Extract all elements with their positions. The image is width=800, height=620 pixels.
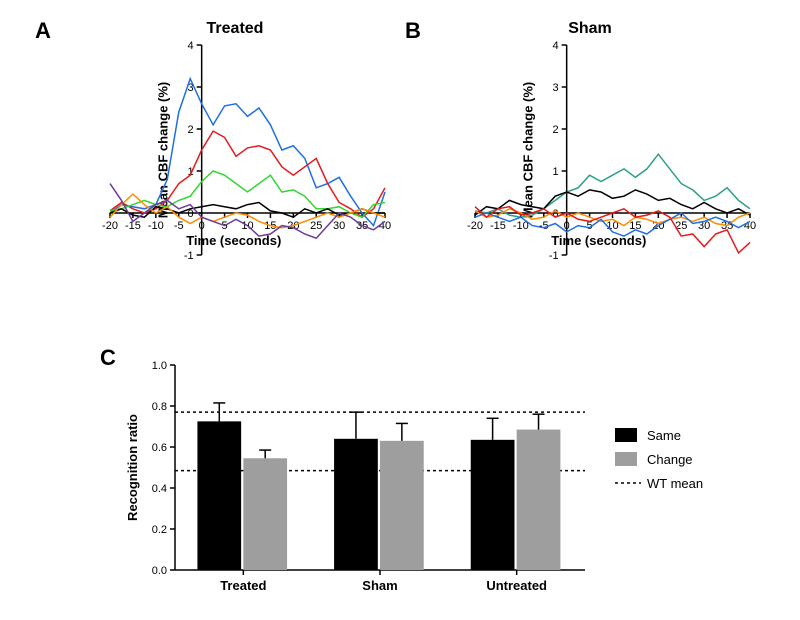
- svg-text:0.6: 0.6: [152, 442, 167, 454]
- bar-Untreated-Change: [517, 430, 561, 570]
- bar-Treated-Same: [197, 421, 241, 570]
- legend-label: WT mean: [647, 476, 703, 491]
- svg-text:-1: -1: [184, 250, 194, 262]
- legend-swatch: [615, 428, 637, 442]
- chart-b: -101234-20-15-10-50510152025303540Mean C…: [420, 35, 760, 295]
- chart-c-legend: Same Change WT mean: [615, 420, 785, 510]
- svg-text:2: 2: [553, 124, 559, 136]
- legend-swatch: [615, 452, 637, 466]
- svg-text:4: 4: [188, 40, 194, 52]
- svg-text:-5: -5: [174, 220, 184, 232]
- panel-label-c: C: [100, 345, 116, 371]
- svg-text:30: 30: [333, 220, 345, 232]
- svg-text:-10: -10: [148, 220, 164, 232]
- legend-label: Change: [647, 452, 693, 467]
- panel-label-b: B: [405, 18, 421, 44]
- bar-Sham-Change: [380, 441, 424, 570]
- legend-label: Same: [647, 428, 681, 443]
- svg-text:Mean CBF change (%): Mean CBF change (%): [521, 82, 536, 219]
- svg-text:Treated: Treated: [220, 578, 266, 593]
- svg-text:0.0: 0.0: [152, 565, 167, 577]
- svg-text:4: 4: [553, 40, 559, 52]
- bar-Treated-Change: [243, 458, 287, 570]
- svg-text:2: 2: [188, 124, 194, 136]
- svg-text:0.8: 0.8: [152, 401, 167, 413]
- svg-text:-20: -20: [467, 220, 483, 232]
- panel-label-a: A: [35, 18, 51, 44]
- svg-text:0.4: 0.4: [152, 483, 167, 495]
- bar-Untreated-Same: [471, 440, 515, 570]
- bar-Sham-Same: [334, 439, 378, 570]
- svg-text:3: 3: [553, 82, 559, 94]
- svg-text:Untreated: Untreated: [486, 578, 547, 593]
- svg-text:0.2: 0.2: [152, 524, 167, 536]
- svg-text:Sham: Sham: [362, 578, 397, 593]
- svg-text:Time (seconds): Time (seconds): [551, 233, 646, 248]
- svg-text:Recognition ratio: Recognition ratio: [125, 414, 140, 521]
- svg-text:-15: -15: [490, 220, 506, 232]
- svg-text:25: 25: [310, 220, 322, 232]
- svg-text:0: 0: [553, 208, 559, 220]
- series-teal: [475, 154, 750, 217]
- svg-text:1.0: 1.0: [152, 360, 167, 372]
- chart-a: -101234-20-15-10-50510152025303540Mean C…: [55, 35, 395, 295]
- svg-text:-1: -1: [549, 250, 559, 262]
- svg-text:-20: -20: [102, 220, 118, 232]
- svg-text:0: 0: [199, 220, 205, 232]
- chart-c: 0.0 0.2 0.4 0.6 0.8 1.0 Recognition ratio Treat…: [120, 355, 600, 605]
- svg-text:1: 1: [553, 166, 559, 178]
